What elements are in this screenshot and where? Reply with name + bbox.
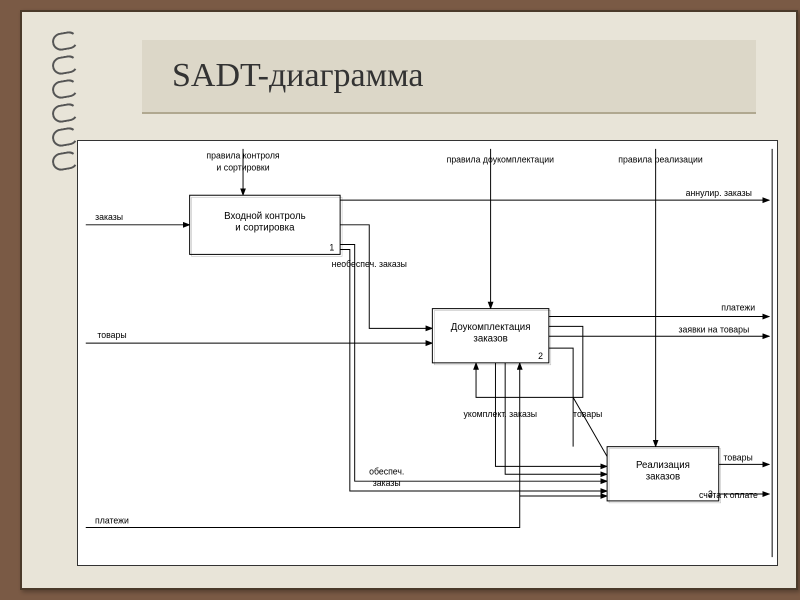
slide-outer: SADT-диаграмма Входной контрольи сортиро… [0,0,800,600]
edge-label: аннулир. заказы [686,188,752,198]
node-label: заказов [473,334,507,345]
edge-label: заказы [373,478,401,488]
edge-label: и сортировки [216,163,269,173]
diagram-node: Доукомплектациязаказов 2 [432,309,550,365]
diagram-edge [340,225,432,329]
node-number: 1 [329,242,334,252]
node-label: Доукомплектация [451,322,531,333]
node-label: заказов [646,472,680,483]
sadt-diagram: Входной контрольи сортировка 1 Доукомплект… [78,141,777,565]
node-number: 2 [538,351,543,361]
edge-label: правила доукомплектации [447,155,554,165]
node-label: Реализация [636,460,690,471]
page-title: SADT-диаграмма [172,57,424,95]
edge-label: товары [97,330,126,340]
notebook-rings [52,32,78,176]
diagram-edge [86,363,520,528]
edge-label: товары [724,452,753,462]
edge-label: заявки на товары [679,324,750,334]
diagram-panel: Входной контрольи сортировка 1 Доукомплект… [77,140,778,566]
edge-label: необеспеч. заказы [332,259,407,269]
slide-frame: SADT-диаграмма Входной контрольи сортиро… [20,10,798,590]
edge-label: счета к оплате [699,490,758,500]
edge-label: заказы [95,212,123,222]
edge-label: правила контроля [206,151,279,161]
edge-label: укомплект. заказы [464,409,538,419]
diagram-edge [340,249,607,491]
edge-label: платежи [721,303,755,313]
diagram-edge [573,397,607,456]
node-label: Входной контроль [224,211,306,222]
edge-label: товары [573,409,602,419]
edge-label: платежи [95,516,129,526]
edge-label: обеспеч. [369,466,404,476]
node-label: и сортировка [235,223,295,234]
edge-label: правила реализации [618,155,703,165]
title-box: SADT-диаграмма [142,40,756,114]
diagram-node: Входной контрольи сортировка 1 [190,195,342,256]
